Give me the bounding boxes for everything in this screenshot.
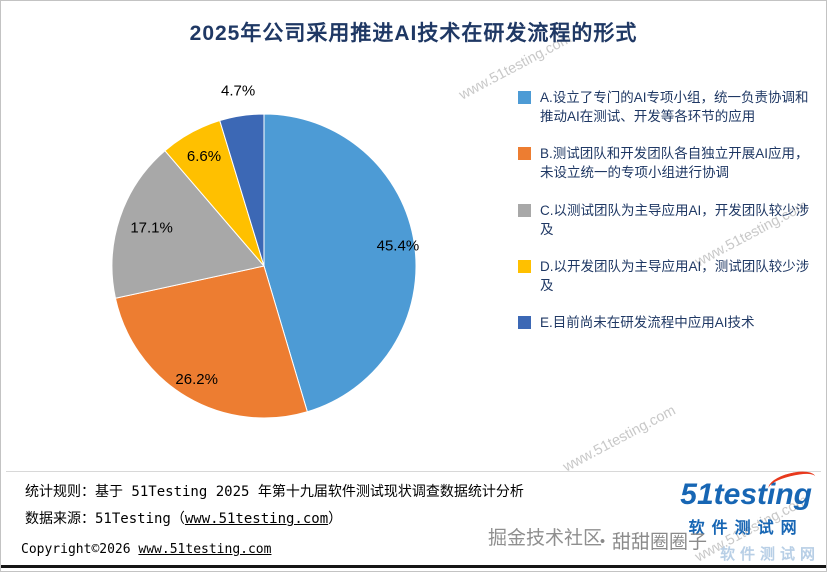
brand-logo-wordmark: 51testing: [680, 478, 812, 511]
brand-logo-subtitle: 软件测试网: [688, 520, 804, 537]
watermark-community-1: 掘金技术社区: [488, 528, 603, 549]
watermark-brand-pale: 软件测试网: [719, 546, 820, 563]
legend-label: C.以测试团队为主导应用AI，开发团队较少涉及: [540, 202, 810, 237]
legend-label: B.测试团队和开发团队各自独立开展AI应用，未设立统一的专项小组进行协调: [540, 146, 809, 181]
legend-item: E.目前尚未在研发流程中应用AI技术: [518, 313, 810, 332]
footer-divider: [6, 471, 821, 472]
pie-value-label: 45.4%: [377, 237, 420, 254]
pie-value-label: 4.7%: [221, 83, 255, 100]
watermark-community-2: ・甜甜圈圈子: [593, 532, 708, 553]
legend-swatch: [518, 259, 531, 273]
legend-swatch: [518, 91, 531, 104]
bottom-border: [1, 565, 826, 568]
chart-legend: A.设立了专门的AI专项小组，统一负责协调和推动AI在测试、开发等各环节的应用 B…: [518, 88, 810, 332]
data-source-prefix: 数据来源：51Testing（: [25, 511, 185, 527]
legend-swatch: [518, 203, 531, 217]
copyright-prefix: Copyright©2026: [21, 542, 139, 557]
legend-item: C.以测试团队为主导应用AI，开发团队较少涉及: [518, 201, 810, 239]
legend-item: B.测试团队和开发团队各自独立开展AI应用，未设立统一的专项小组进行协调: [518, 144, 810, 182]
pie-slice: [263, 113, 417, 413]
brand-logo: 51testing 软件测试网: [680, 467, 818, 538]
copyright-link[interactable]: www.51testing.com: [138, 542, 272, 557]
pie-value-label: 26.2%: [175, 371, 218, 388]
legend-label: E.目前尚未在研发流程中应用AI技术: [540, 315, 755, 331]
stat-rule-text: 统计规则：基于 51Testing 2025 年第十九届软件测试现状调查数据统计…: [25, 484, 524, 500]
data-source-line: 数据来源：51Testing（www.51testing.com）: [25, 508, 342, 528]
legend-label: A.设立了专门的AI专项小组，统一负责协调和推动AI在测试、开发等各环节的应用: [540, 90, 809, 125]
legend-label: D.以开发团队为主导应用AI，测试团队较少涉及: [540, 258, 810, 294]
pie-slice: [219, 113, 265, 267]
legend-swatch: [518, 316, 531, 330]
legend-item: A.设立了专门的AI专项小组，统一负责协调和推动AI在测试、开发等各环节的应用: [518, 88, 810, 126]
chart-title: 2025年公司采用推进AI技术在研发流程的形式: [189, 22, 638, 45]
legend-swatch: [518, 147, 531, 161]
legend-item: D.以开发团队为主导应用AI，测试团队较少涉及: [518, 257, 810, 295]
copyright-line: Copyright©2026 www.51testing.com: [21, 542, 271, 557]
brand-logo-text: 51testing: [680, 467, 818, 511]
pie-value-label: 6.6%: [187, 148, 221, 165]
data-source-link[interactable]: www.51testing.com: [184, 511, 329, 527]
pie-slice: [114, 265, 308, 419]
data-source-suffix: ）: [328, 511, 343, 527]
pie-value-label: 17.1%: [130, 219, 173, 236]
pie-slice: [111, 150, 265, 299]
